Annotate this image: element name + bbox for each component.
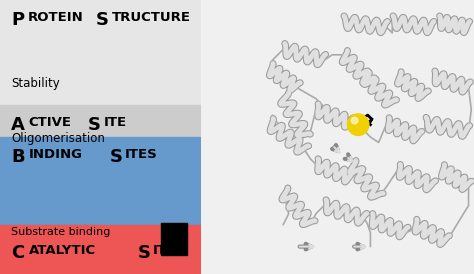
Text: Substrate binding: Substrate binding	[11, 227, 110, 237]
Text: ITE: ITE	[104, 116, 127, 129]
Text: ITES: ITES	[125, 148, 158, 161]
Text: A: A	[11, 116, 25, 135]
Text: ATALYTIC: ATALYTIC	[29, 244, 96, 257]
Text: P: P	[11, 11, 24, 29]
Text: B: B	[11, 148, 25, 166]
Text: S: S	[88, 116, 100, 135]
Circle shape	[351, 117, 358, 124]
Bar	[0, 137, 201, 225]
Text: C: C	[11, 244, 24, 262]
Circle shape	[348, 114, 368, 135]
Text: TRUCTURE: TRUCTURE	[112, 11, 191, 24]
Text: Oligomerisation: Oligomerisation	[11, 132, 105, 144]
Text: Stability: Stability	[11, 77, 60, 90]
Text: CTIVE: CTIVE	[28, 116, 71, 129]
Bar	[0, 105, 201, 137]
Bar	[0, 225, 201, 274]
Text: INDING: INDING	[29, 148, 83, 161]
Bar	[161, 223, 187, 255]
Text: S: S	[110, 148, 123, 166]
Text: S: S	[96, 11, 109, 29]
Text: ITE: ITE	[153, 244, 176, 257]
Text: ROTEIN: ROTEIN	[28, 11, 84, 24]
Bar	[0, 0, 201, 105]
Text: S: S	[138, 244, 151, 262]
